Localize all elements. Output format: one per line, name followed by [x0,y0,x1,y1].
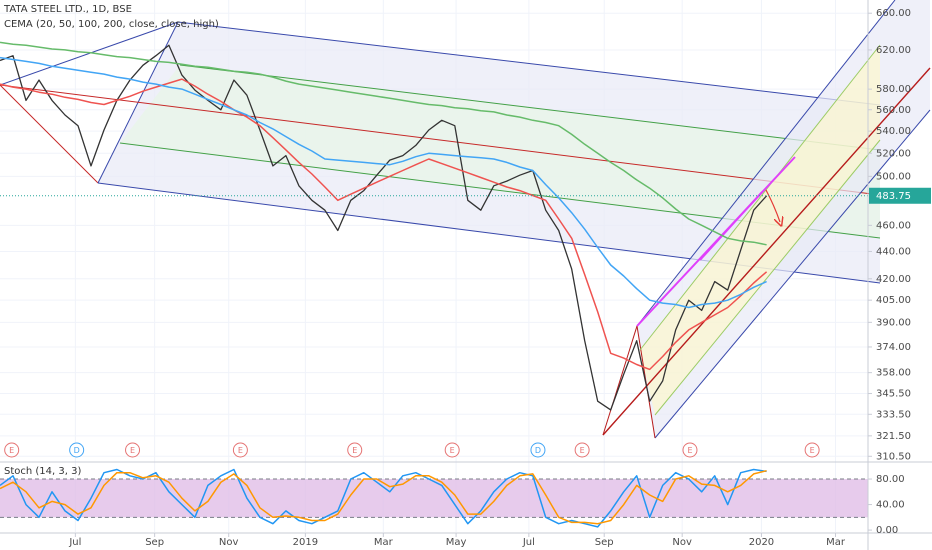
y-tick-label: 420.00 [876,274,911,285]
pitchfork-upper [636,0,896,327]
x-tick-label: Sep [145,537,164,548]
y-tick-label: 405.00 [876,295,911,306]
x-tick-label: Jul [68,537,81,548]
event-marker [347,442,363,458]
series-line [0,56,767,309]
event-label: E [352,446,357,455]
event-label: D [535,446,541,455]
y-tick-label: 660.00 [876,8,911,19]
series-line [0,468,767,528]
event-marker [4,442,20,458]
event-marker [804,442,820,458]
y-tick-label: 374.00 [876,342,911,353]
pitchfork-inner [654,139,881,416]
pitchfork-median [0,84,881,196]
event-marker [682,442,698,458]
pitchfork-lower [654,109,931,439]
event-marker [444,442,460,458]
y-tick-label: 333.50 [876,409,911,420]
event-marker [69,442,85,458]
event-label: E [687,446,692,455]
event-label: E [450,446,455,455]
y-tick-label: 500.00 [876,171,911,182]
y-tick-label: 0.00 [876,525,898,536]
event-marker [530,442,546,458]
event-label: E [130,446,135,455]
event-label: E [9,446,14,455]
event-label: E [580,446,585,455]
event-marker [125,442,141,458]
series-line [0,44,768,411]
event-marker [574,442,590,458]
symbol-title: TATA STEEL LTD., 1D, BSE [3,4,132,15]
indicator-title: CEMA (20, 50, 100, 200, close, close, hi… [4,19,219,30]
y-tick-label: 540.00 [876,126,911,137]
last-price-tag [869,187,931,204]
y-tick-label: 358.00 [876,368,911,379]
event-label: E [238,446,243,455]
stoch-title: Stoch (14, 3, 3) [4,466,81,477]
pitchfork-inner-fill [120,65,880,238]
x-tick-label: Mar [374,537,394,548]
series-line [0,78,768,371]
x-tick-label: Jul [522,537,535,548]
pitchfork-inner [639,44,881,351]
y-tick-label: 460.00 [876,220,911,231]
x-tick-label: 2020 [749,537,774,548]
last-price-label: 483.75 [876,191,911,202]
arrow [765,189,780,222]
y-tick-label: 80.00 [876,474,905,485]
y-tick-label: 580.00 [876,84,911,95]
pitchfork-down [0,21,881,284]
x-tick-label: Mar [826,537,846,548]
x-tick-label: 2019 [293,537,318,548]
pitchfork-upper [177,21,881,106]
y-tick-label: 40.00 [876,500,905,511]
series-line [0,41,767,246]
x-tick-label: May [446,537,467,548]
y-tick-label: 520.00 [876,148,911,159]
plot [0,41,868,528]
pitchfork-median [602,67,931,436]
y-tick-label: 390.00 [876,317,911,328]
series-line [0,469,767,525]
y-tick-label: 310.50 [876,451,911,462]
x-tick-label: Nov [672,537,692,548]
event-marker [232,442,248,458]
event-label: E [810,446,815,455]
pitchfork-handle [0,84,99,184]
y-tick-label: 620.00 [876,45,911,56]
x-tick-label: Sep [595,537,614,548]
y-tick-label: 345.50 [876,389,911,400]
y-tick-label: 560.00 [876,105,911,116]
trend-line [699,191,763,261]
pitchfork-handle [0,21,179,86]
y-tick-label: 440.00 [876,246,911,257]
pitchfork-handle [602,325,638,436]
pitchfork-inner [179,64,881,151]
event-label: D [74,446,80,455]
x-tick-label: Nov [219,537,239,548]
y-tick-label: 321.50 [876,431,911,442]
stoch-band [0,479,868,518]
